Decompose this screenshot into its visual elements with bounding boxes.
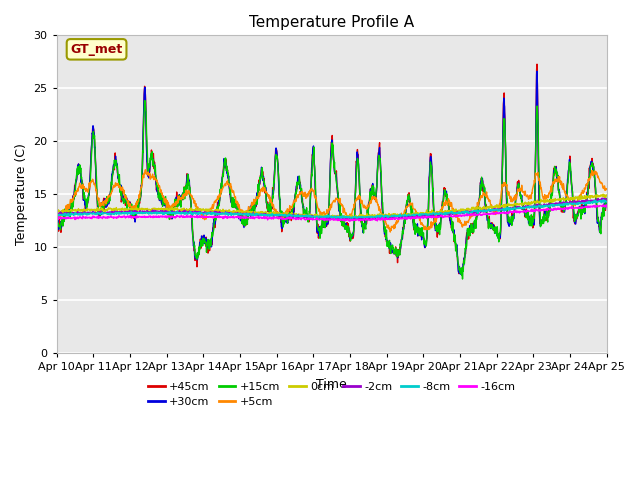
+45cm — [489, 221, 497, 227]
-2cm — [599, 195, 607, 201]
-16cm — [417, 215, 425, 220]
+45cm — [237, 216, 244, 222]
+30cm — [175, 201, 183, 206]
0cm — [538, 199, 545, 204]
Text: GT_met: GT_met — [70, 43, 123, 56]
-8cm — [489, 207, 497, 213]
+15cm — [141, 98, 149, 104]
-16cm — [53, 216, 61, 221]
Line: +15cm: +15cm — [57, 101, 607, 279]
-16cm — [599, 202, 607, 208]
-2cm — [417, 213, 425, 218]
+30cm — [489, 222, 497, 228]
+5cm — [603, 186, 611, 192]
+5cm — [538, 190, 546, 195]
+5cm — [141, 167, 149, 173]
+30cm — [458, 272, 465, 277]
+45cm — [538, 221, 546, 227]
-2cm — [237, 210, 244, 216]
Line: -16cm: -16cm — [57, 205, 607, 221]
Line: 0cm: 0cm — [57, 194, 607, 219]
0cm — [175, 207, 183, 213]
-16cm — [237, 214, 244, 219]
Title: Temperature Profile A: Temperature Profile A — [249, 15, 414, 30]
+30cm — [417, 230, 425, 236]
+5cm — [490, 209, 497, 215]
-8cm — [603, 199, 611, 204]
-2cm — [162, 210, 170, 216]
+45cm — [162, 201, 170, 206]
+5cm — [237, 206, 244, 212]
X-axis label: Time: Time — [316, 378, 347, 391]
+5cm — [418, 221, 426, 227]
+5cm — [175, 193, 183, 199]
-8cm — [538, 203, 545, 209]
-8cm — [599, 197, 607, 203]
+15cm — [490, 225, 497, 231]
+30cm — [162, 201, 170, 207]
+30cm — [603, 200, 611, 206]
+15cm — [53, 212, 61, 217]
-16cm — [162, 214, 170, 220]
+15cm — [417, 227, 425, 233]
-2cm — [538, 202, 545, 208]
0cm — [358, 216, 366, 222]
-2cm — [364, 217, 372, 223]
Y-axis label: Temperature (C): Temperature (C) — [15, 144, 28, 245]
+5cm — [53, 210, 61, 216]
+5cm — [387, 229, 394, 235]
+45cm — [175, 198, 183, 204]
+30cm — [533, 68, 541, 74]
+30cm — [237, 218, 244, 224]
0cm — [237, 208, 244, 214]
-16cm — [175, 214, 183, 220]
-8cm — [237, 211, 244, 216]
-16cm — [346, 218, 353, 224]
+15cm — [175, 198, 183, 204]
-8cm — [337, 216, 345, 221]
-16cm — [538, 207, 545, 213]
+45cm — [53, 210, 61, 216]
+15cm — [603, 195, 611, 201]
+45cm — [455, 271, 463, 276]
0cm — [603, 193, 611, 199]
-16cm — [489, 211, 497, 217]
-2cm — [489, 207, 497, 213]
0cm — [489, 205, 497, 211]
+15cm — [162, 203, 170, 208]
+45cm — [417, 228, 425, 233]
-2cm — [603, 196, 611, 202]
-2cm — [53, 212, 61, 217]
+30cm — [538, 219, 546, 225]
+5cm — [162, 196, 170, 202]
+15cm — [459, 276, 467, 282]
+45cm — [533, 61, 541, 67]
+30cm — [53, 214, 61, 219]
+15cm — [538, 218, 546, 224]
0cm — [417, 210, 425, 216]
Line: +5cm: +5cm — [57, 170, 607, 232]
-16cm — [603, 204, 611, 210]
0cm — [53, 208, 61, 214]
Legend: +45cm, +30cm, +15cm, +5cm, 0cm, -2cm, -8cm, -16cm: +45cm, +30cm, +15cm, +5cm, 0cm, -2cm, -8… — [143, 377, 520, 411]
-8cm — [417, 212, 425, 217]
+45cm — [603, 199, 611, 205]
-2cm — [175, 209, 183, 215]
Line: -8cm: -8cm — [57, 200, 607, 218]
Line: +30cm: +30cm — [57, 71, 607, 275]
Line: +45cm: +45cm — [57, 64, 607, 274]
-8cm — [175, 210, 183, 216]
-8cm — [162, 210, 170, 216]
-8cm — [53, 211, 61, 216]
+15cm — [237, 211, 244, 217]
0cm — [162, 205, 170, 211]
0cm — [599, 191, 607, 197]
Line: -2cm: -2cm — [57, 198, 607, 220]
